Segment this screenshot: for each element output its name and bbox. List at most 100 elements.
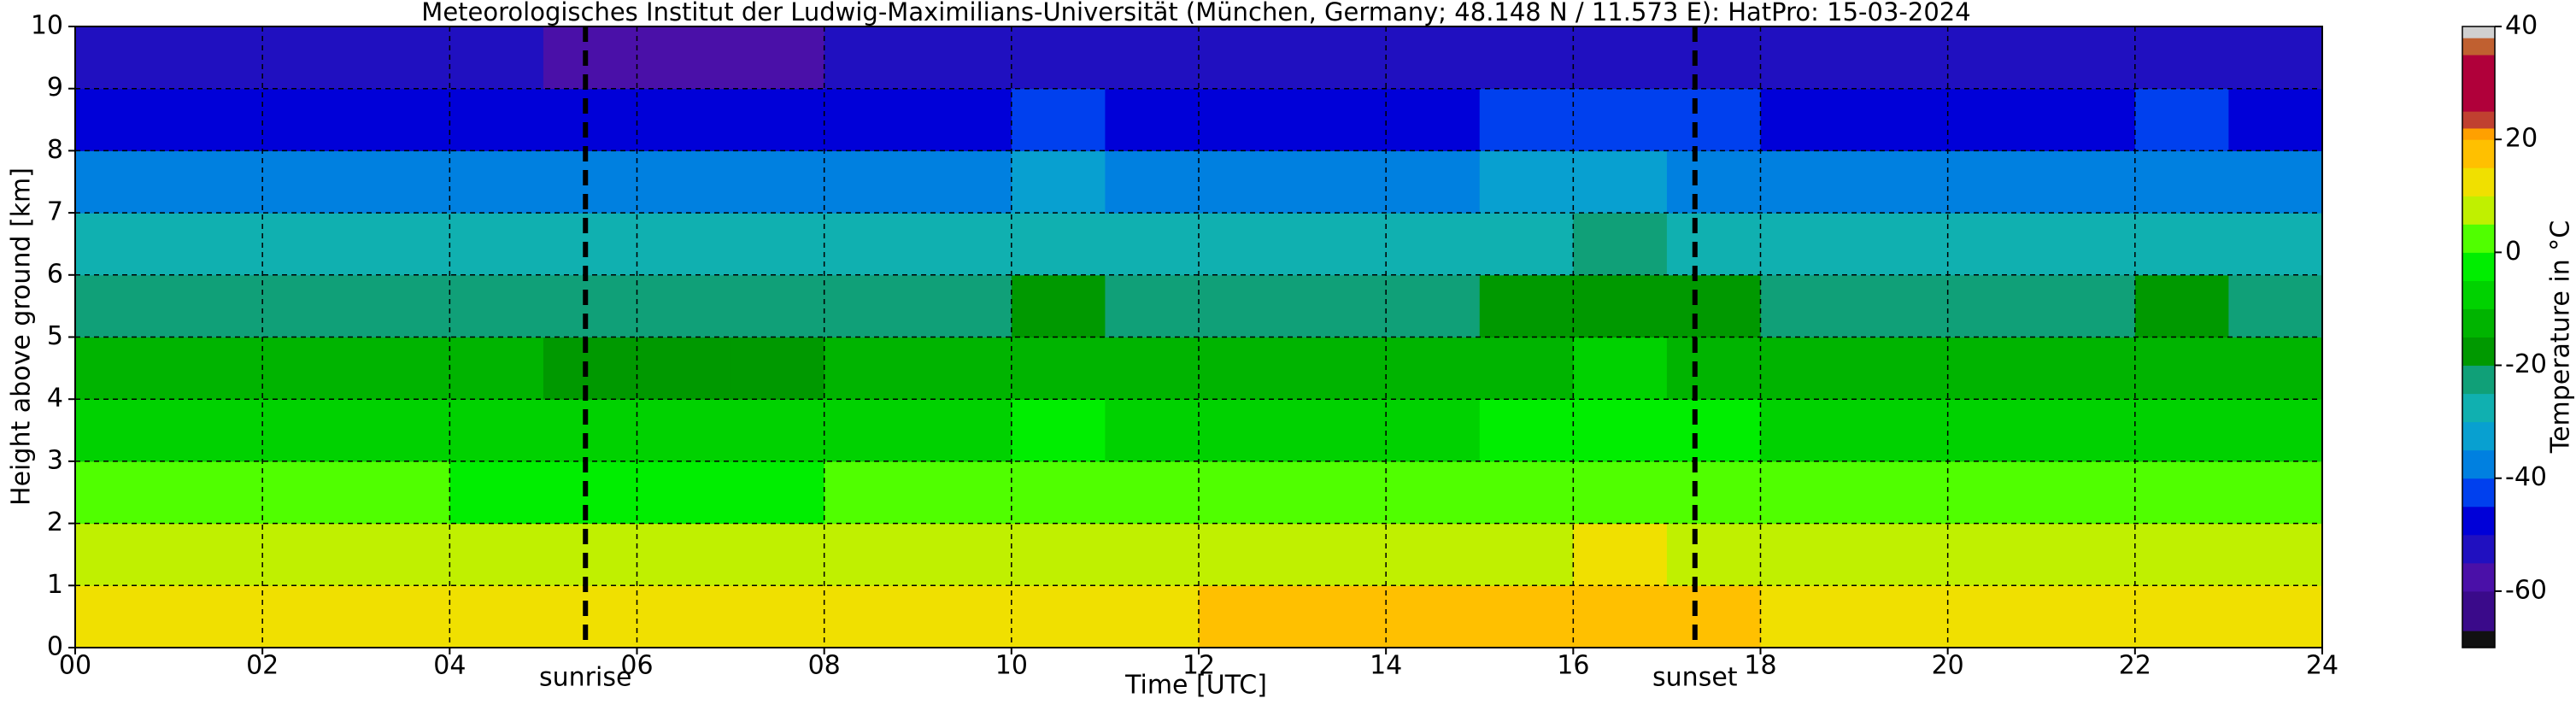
heatmap-cell — [2134, 337, 2229, 400]
heatmap-cell — [1292, 337, 1387, 400]
x-tick-label: 24 — [2306, 651, 2338, 681]
heatmap-cell — [824, 337, 918, 400]
colorbar-segment — [2462, 534, 2495, 564]
colorbar-segment — [2462, 631, 2495, 648]
heatmap-cell — [2134, 150, 2229, 214]
heatmap-cell — [2041, 337, 2136, 400]
heatmap-cell — [1386, 274, 1481, 337]
y-axis-title: Height above ground [km] — [7, 167, 37, 506]
heatmap-cell — [168, 399, 263, 462]
heatmap-cell — [918, 523, 1012, 586]
heatmap-cell — [1386, 399, 1481, 462]
heatmap-cell — [1947, 585, 2042, 648]
heatmap-cell — [1947, 213, 2042, 276]
heatmap-cell — [262, 88, 357, 151]
heatmap-cell — [1854, 213, 1949, 276]
heatmap-cell — [1011, 26, 1106, 90]
heatmap-cell — [75, 150, 170, 214]
heatmap-cell — [2134, 274, 2229, 337]
heatmap-cell — [75, 461, 170, 525]
heatmap-cell — [637, 213, 731, 276]
colorbar-tick-label: -60 — [2505, 575, 2547, 605]
colorbar-segment — [2462, 421, 2495, 451]
heatmap-cell — [1479, 274, 1574, 337]
heatmap-cell — [2228, 26, 2323, 90]
x-tick-label: 16 — [1557, 651, 1589, 681]
heatmap-cell — [731, 461, 825, 525]
heatmap-cell — [1854, 585, 1949, 648]
heatmap-cell — [449, 150, 544, 214]
heatmap-cell — [1666, 399, 1761, 462]
heatmap-cell — [1854, 399, 1949, 462]
heatmap-cell — [262, 523, 357, 586]
plot-frame — [74, 26, 2323, 648]
heatmap-cell — [75, 213, 170, 276]
heatmap-cell — [2228, 88, 2323, 151]
colorbar-segment — [2462, 55, 2495, 112]
heatmap-cell — [1105, 274, 1200, 337]
y-tick-label: 2 — [47, 507, 63, 537]
heatmap-cell — [2134, 26, 2229, 90]
heatmap-cell — [1854, 461, 1949, 525]
heatmap-cell — [1105, 213, 1200, 276]
heatmap-cell — [1666, 523, 1761, 586]
x-tick-label: 08 — [808, 651, 841, 681]
heatmap-cell — [1666, 26, 1761, 90]
colorbar-segment — [2462, 196, 2495, 225]
heatmap-cell — [1011, 213, 1106, 276]
heatmap-cell — [355, 88, 450, 151]
heatmap-cell — [1011, 523, 1106, 586]
heatmap-cell — [1854, 150, 1949, 214]
heatmap-cell — [1199, 26, 1294, 90]
heatmap-cell — [1105, 461, 1200, 525]
heatmap-cell — [1760, 337, 1855, 400]
heatmap-cell — [75, 274, 170, 337]
heatmap-cell — [262, 337, 357, 400]
heatmap-cell — [824, 585, 918, 648]
heatmap-cell — [1760, 585, 1855, 648]
colorbar-segment — [2462, 506, 2495, 536]
heatmap-cell — [1199, 461, 1294, 525]
heatmap-cell — [1199, 274, 1294, 337]
heatmap-cell — [168, 461, 263, 525]
heatmap-cell — [1947, 274, 2042, 337]
chart-title: Meteorologisches Institut der Ludwig-Max… — [421, 0, 1970, 26]
heatmap-cell — [1760, 461, 1855, 525]
x-tick-label: 00 — [59, 651, 91, 681]
heatmap-cell — [1947, 26, 2042, 90]
heatmap-cell — [1854, 88, 1949, 151]
heatmap-cell — [1011, 585, 1106, 648]
heatmap-cell — [1292, 585, 1387, 648]
heatmap-cell — [1011, 337, 1106, 400]
heatmap-cell — [1573, 523, 1668, 586]
heatmap-cell — [1666, 213, 1761, 276]
colorbar-tick-label: -40 — [2505, 462, 2547, 492]
heatmap-cell — [262, 585, 357, 648]
heatmap-cell — [1947, 399, 2042, 462]
heatmap-cell — [1292, 213, 1387, 276]
heatmap-cell — [637, 150, 731, 214]
heatmap-cell — [918, 213, 1012, 276]
heatmap-cell — [1386, 461, 1481, 525]
heatmap-cell — [1011, 461, 1106, 525]
y-tick-label: 6 — [47, 259, 63, 289]
heatmap-cell — [731, 88, 825, 151]
heatmap-cell — [1947, 150, 2042, 214]
heatmap-cell — [637, 337, 731, 400]
heatmap-cell — [168, 26, 263, 90]
heatmap-cell — [1854, 337, 1949, 400]
y-tick-label: 3 — [47, 445, 63, 475]
colorbar-segment — [2462, 127, 2495, 140]
colorbar-segment — [2462, 111, 2495, 129]
heatmap-cell — [449, 399, 544, 462]
heatmap-cell — [543, 150, 637, 214]
heatmap-cell — [543, 461, 637, 525]
heatmap-cell — [75, 88, 170, 151]
heatmap-cell — [2228, 461, 2323, 525]
colorbar-segment — [2462, 167, 2495, 197]
heatmap-cell — [449, 26, 544, 90]
heatmap-cell — [2134, 585, 2229, 648]
heatmap-cell — [637, 523, 731, 586]
heatmap-cell — [1854, 26, 1949, 90]
